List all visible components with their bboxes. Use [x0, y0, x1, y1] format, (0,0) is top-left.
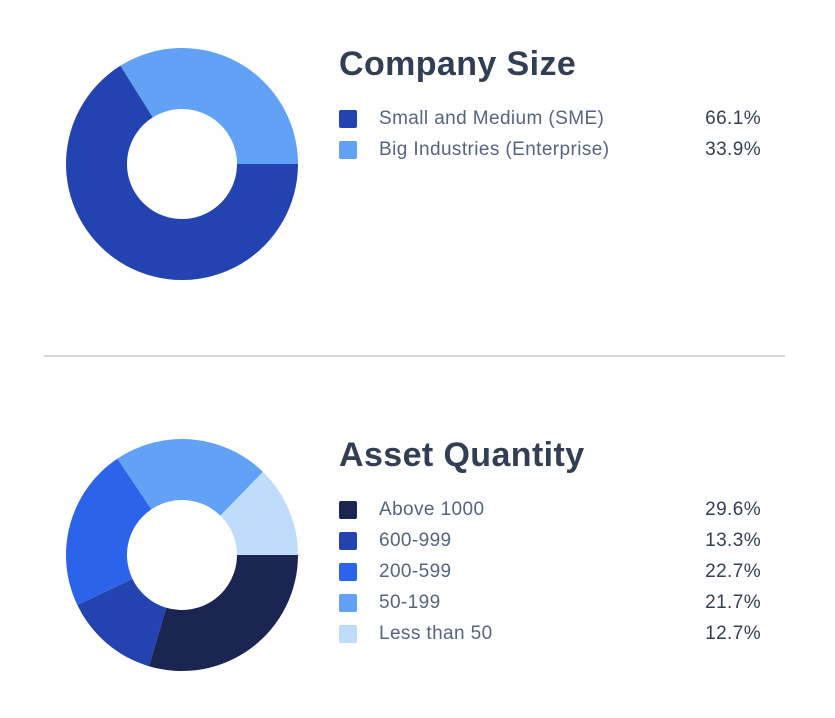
legend-item: 200-599 22.7% [339, 560, 761, 582]
legend-swatch [339, 109, 357, 128]
company-size-donut-chart [66, 48, 298, 280]
legend-value: 33.9% [705, 138, 761, 160]
legend-value: 12.7% [705, 622, 761, 644]
legend-item: 50-199 21.7% [339, 591, 761, 613]
legend-swatch [339, 140, 357, 159]
legend-label: 600-999 [379, 529, 452, 551]
legend-item: Less than 50 12.7% [339, 622, 761, 644]
donut-slice-1 [77, 578, 167, 667]
chart-title-asset-quantity: Asset Quantity [339, 436, 585, 474]
legend-swatch [339, 562, 357, 581]
company-size-info: Company Size Small and Medium (SME) 66.1… [339, 44, 761, 171]
legend-swatch [339, 593, 357, 612]
asset-quantity-donut-chart [66, 439, 298, 671]
legend-label: Above 1000 [379, 498, 485, 520]
asset-quantity-info: Asset Quantity Above 1000 29.6% 600-999 … [339, 435, 761, 655]
section-divider [44, 355, 785, 357]
legend-value: 21.7% [705, 591, 761, 613]
legend-value: 29.6% [705, 498, 761, 520]
legend-item: Above 1000 29.6% [339, 498, 761, 520]
legend-item: Small and Medium (SME) 66.1% [339, 107, 761, 129]
legend-swatch [339, 531, 357, 550]
legend-label: Big Industries (Enterprise) [379, 138, 610, 160]
legend-value: 13.3% [705, 529, 761, 551]
legend-label: Small and Medium (SME) [379, 107, 605, 129]
chart-title-company-size: Company Size [339, 45, 577, 83]
donut-slice-0 [148, 555, 298, 671]
donut-slice-2 [66, 458, 152, 606]
legend-swatch [339, 624, 357, 643]
legend-swatch [339, 500, 357, 519]
company-size-legend: Small and Medium (SME) 66.1% Big Industr… [339, 107, 761, 160]
asset-quantity-legend: Above 1000 29.6% 600-999 13.3% 200-599 2… [339, 498, 761, 644]
legend-item: Big Industries (Enterprise) 33.9% [339, 138, 761, 160]
legend-label: 200-599 [379, 560, 452, 582]
donut-slice-0 [66, 65, 298, 280]
legend-item: 600-999 13.3% [339, 529, 761, 551]
donut-slice-4 [220, 471, 298, 555]
legend-value: 66.1% [705, 107, 761, 129]
donut-slice-1 [120, 48, 298, 164]
legend-value: 22.7% [705, 560, 761, 582]
donut-slice-3 [117, 439, 263, 516]
legend-label: Less than 50 [379, 622, 493, 644]
legend-label: 50-199 [379, 591, 441, 613]
